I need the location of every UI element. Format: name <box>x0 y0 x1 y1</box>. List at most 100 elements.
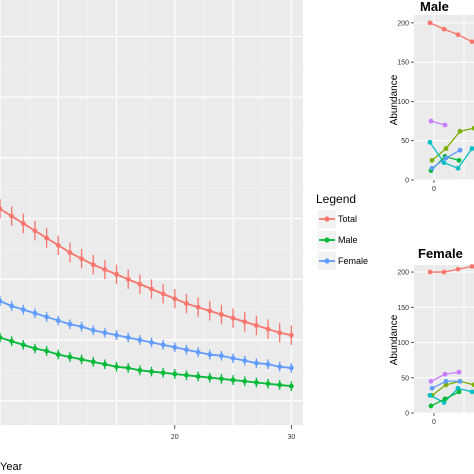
data-point <box>20 307 26 313</box>
data-point <box>230 377 236 383</box>
data-point <box>149 340 154 345</box>
inset-data-point <box>469 264 474 269</box>
data-point <box>160 291 166 297</box>
female-inset-series <box>427 264 474 409</box>
male-inset-grid <box>414 15 474 181</box>
data-point <box>253 360 259 366</box>
inset-series-line <box>431 380 474 396</box>
main-x-ticks: 20 30 <box>171 425 295 441</box>
data-point <box>277 330 283 336</box>
inset-data-point <box>471 382 474 388</box>
legend-label-total: Total <box>338 214 357 224</box>
main-series <box>0 199 294 391</box>
x-tick-label: 0 <box>432 186 436 193</box>
data-point <box>44 348 50 354</box>
inset-data-point <box>471 125 474 131</box>
data-point <box>55 242 61 248</box>
data-point <box>20 221 26 226</box>
data-point <box>125 365 131 371</box>
data-point <box>67 250 73 255</box>
main-chart: 20 30 Year <box>0 0 303 473</box>
data-point <box>219 376 224 382</box>
inset-data-point <box>455 32 461 38</box>
inset-data-point <box>441 269 447 275</box>
x-axis-title: Year <box>0 461 23 473</box>
data-point <box>230 315 236 321</box>
data-point <box>20 342 26 348</box>
female-inset-y-label: Abundance <box>389 314 400 365</box>
inset-data-point <box>469 389 474 395</box>
inset-data-point <box>441 160 447 166</box>
data-point <box>44 235 50 241</box>
data-point <box>195 374 201 379</box>
inset-data-point <box>428 403 434 409</box>
data-point <box>90 359 96 365</box>
data-point <box>288 365 294 371</box>
data-point <box>114 332 119 338</box>
data-point <box>160 342 166 348</box>
data-point <box>79 324 84 330</box>
y-tick-label: 50 <box>401 375 409 382</box>
data-point <box>102 267 108 272</box>
inset-data-point <box>455 266 461 272</box>
data-point <box>149 286 154 292</box>
data-point <box>44 314 50 320</box>
data-point <box>9 338 15 344</box>
inset-data-point <box>456 389 462 395</box>
data-point <box>172 371 178 377</box>
legend-key-point <box>324 258 330 264</box>
data-point <box>184 372 189 378</box>
inset-data-point <box>427 392 433 398</box>
data-point <box>288 332 294 338</box>
data-point <box>137 281 143 287</box>
inset-data-point <box>429 157 435 163</box>
inset-data-point <box>429 165 435 171</box>
inset-data-point <box>428 378 434 384</box>
data-point <box>125 335 131 340</box>
y-tick-label: 100 <box>397 340 409 347</box>
inset-data-point <box>443 146 449 151</box>
data-point <box>137 337 143 343</box>
y-tick-label: 50 <box>401 138 409 145</box>
inset-data-point <box>455 165 461 171</box>
female-inset-y-ticks: 0 50 100 150 200 <box>397 270 414 418</box>
data-point <box>219 312 224 317</box>
data-point <box>55 352 61 357</box>
data-point <box>149 369 154 374</box>
legend-label-female: Female <box>338 256 368 266</box>
main-grid <box>0 0 303 425</box>
inset-data-point <box>427 139 433 145</box>
data-point <box>265 361 271 367</box>
inset-data-point <box>443 155 449 161</box>
female-inset-x-ticks: 0 <box>432 413 436 426</box>
inset-data-point <box>457 378 463 384</box>
y-tick-label: 0 <box>405 411 409 418</box>
data-point <box>277 364 283 370</box>
data-point <box>32 310 38 316</box>
inset-data-point <box>457 147 463 153</box>
inset-data-point <box>457 128 463 134</box>
female-inset-background <box>414 265 474 413</box>
legend-label-male: Male <box>338 235 358 245</box>
inset-data-point <box>441 26 447 32</box>
data-point <box>242 358 248 364</box>
inset-data-point <box>456 157 462 163</box>
legend: Legend Total Male Female <box>316 192 368 270</box>
inset-data-point <box>427 20 433 26</box>
y-tick-label: 150 <box>397 305 409 312</box>
data-point <box>184 347 189 353</box>
data-point <box>253 380 259 385</box>
data-point <box>172 296 178 302</box>
inset-data-point <box>443 378 449 384</box>
y-tick-label: 0 <box>405 178 409 185</box>
data-point <box>79 256 84 262</box>
legend-key-point <box>324 216 330 222</box>
data-point <box>55 318 61 323</box>
data-point <box>219 353 224 359</box>
data-point <box>242 319 248 325</box>
data-point <box>207 308 213 314</box>
x-tick-label: 20 <box>171 434 179 441</box>
data-point <box>207 375 213 381</box>
legend-title: Legend <box>316 192 356 206</box>
data-point <box>265 326 271 332</box>
